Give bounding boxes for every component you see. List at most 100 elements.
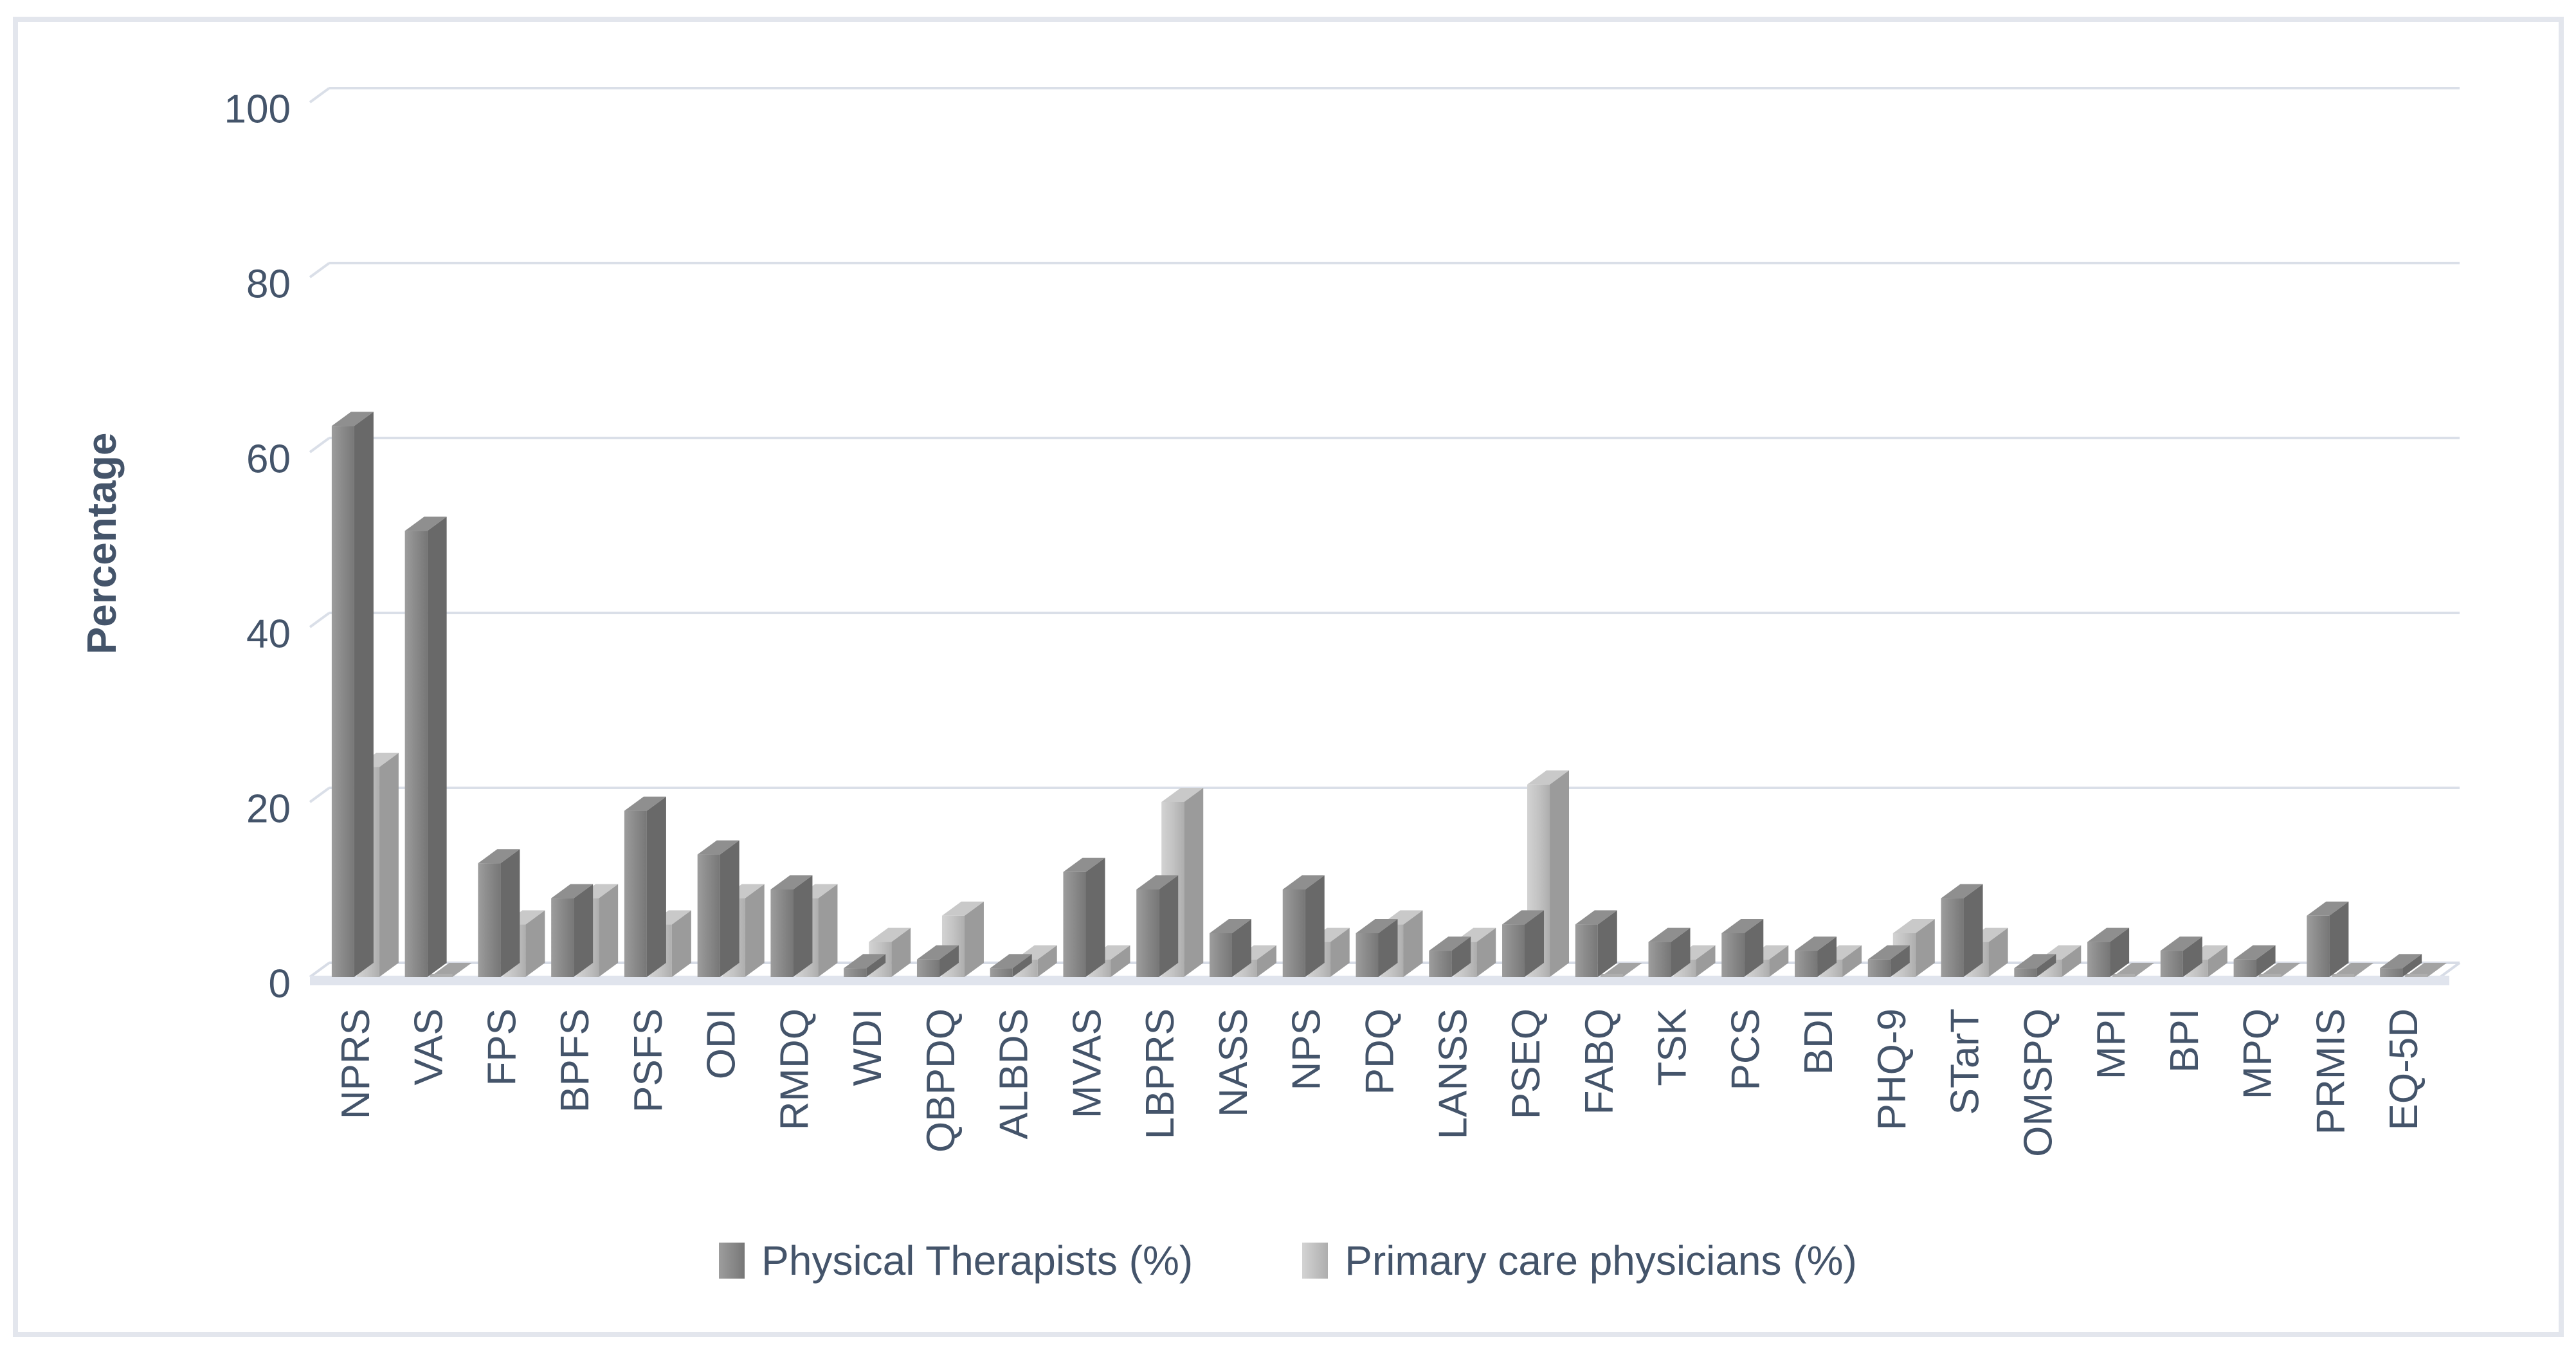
x-category-label-PSFS: PSFS <box>626 1008 671 1113</box>
bar-primary-care-physicians-OMSPQ-side-face <box>2062 945 2082 977</box>
bar-physical-therapists-FABQ-side-face <box>1597 910 1617 977</box>
bar-primary-care-physicians-EQ-5D <box>2405 974 2428 977</box>
bar-primary-care-physicians-LANSS-side-face <box>1476 927 1496 977</box>
bar-physical-therapists-TSK-top-face <box>1648 927 1691 942</box>
bar-primary-care-physicians-QBPDQ-side-face <box>964 901 984 977</box>
bar-physical-therapists-BDI <box>1795 951 1818 977</box>
bar-physical-therapists-PRMIS-top-face <box>2307 901 2349 916</box>
bar-physical-therapists-NASS-side-face <box>1231 919 1251 977</box>
bar-physical-therapists-MVAS-top-face <box>1063 857 1105 872</box>
bar-physical-therapists-TSK-side-face <box>1671 927 1691 977</box>
bar-physical-therapists-NPRS <box>331 426 354 977</box>
bar-physical-therapists-PSEQ-top-face <box>1502 910 1545 925</box>
bar-primary-care-physicians-WDI-top-face <box>869 927 911 942</box>
bar-primary-care-physicians-TSK-side-face <box>1696 945 1716 977</box>
x-category-label-NPRS: NPRS <box>334 1008 378 1119</box>
bar-physical-therapists-QBPDQ <box>916 959 939 977</box>
bar-physical-therapists-PHQ-9 <box>1867 959 1891 977</box>
bar-physical-therapists-EQ-5D-top-face <box>2380 954 2422 969</box>
bar-primary-care-physicians-BPI-side-face <box>2208 945 2227 977</box>
bar-physical-therapists-WDI <box>844 968 867 977</box>
x-category-label-RMDQ: RMDQ <box>772 1008 817 1130</box>
bar-physical-therapists-ALBDS-side-face <box>1012 954 1032 977</box>
bar-physical-therapists-PCS-side-face <box>1744 919 1764 977</box>
bar-physical-therapists-BPI <box>2160 951 2183 977</box>
x-category-label-NPS: NPS <box>1285 1008 1329 1090</box>
bar-primary-care-physicians-MPQ <box>2258 974 2281 977</box>
bar-physical-therapists-PSEQ <box>1502 924 1525 977</box>
bar-physical-therapists-BDI-top-face <box>1795 936 1837 951</box>
bar-primary-care-physicians-MPI-zero-wedge <box>2112 963 2155 977</box>
bar-physical-therapists-MPI-side-face <box>2110 927 2130 977</box>
bar-primary-care-physicians-NASS-side-face <box>1256 945 1276 977</box>
bar-primary-care-physicians-ALBDS-side-face <box>1037 945 1057 977</box>
x-category-label-ODI: ODI <box>700 1008 744 1079</box>
bar-primary-care-physicians-WDI-side-face <box>891 927 911 977</box>
x-category-label-STarT: STarT <box>1943 1008 1988 1115</box>
bar-physical-therapists-ODI-top-face <box>697 840 739 855</box>
floor-left-slant <box>309 962 331 978</box>
bar-physical-therapists-VAS <box>404 531 428 977</box>
bar-physical-therapists-NPS-side-face <box>1305 875 1325 977</box>
bar-physical-therapists-PSFS <box>624 810 647 977</box>
bar-physical-therapists-NPRS-side-face <box>354 412 374 977</box>
bar-physical-therapists-PDQ <box>1356 933 1379 977</box>
bar-physical-therapists-PSFS-top-face <box>624 796 666 811</box>
floor-front-band <box>310 976 2449 985</box>
bar-physical-therapists-PHQ-9-top-face <box>1867 945 1910 960</box>
bar-physical-therapists-QBPDQ-top-face <box>916 945 959 960</box>
bar-primary-care-physicians-EQ-5D-zero-wedge <box>2405 963 2447 977</box>
bar-physical-therapists-LANSS-side-face <box>1451 936 1471 977</box>
legend-swatch-physical-therapists <box>719 1243 745 1279</box>
bar-physical-therapists-MPQ-side-face <box>2256 945 2276 977</box>
bar-physical-therapists-FPS-side-face <box>500 849 520 977</box>
bar-primary-care-physicians-LBPRS-top-face <box>1161 788 1204 802</box>
gridlines <box>309 87 2460 803</box>
x-category-label-PHQ-9: PHQ-9 <box>1870 1008 1914 1130</box>
bar-physical-therapists-BPI-top-face <box>2160 936 2202 951</box>
bar-primary-care-physicians-PSEQ-side-face <box>1550 770 1570 977</box>
bar-primary-care-physicians-VAS-zero-wedge <box>430 963 472 977</box>
bar-physical-therapists-LBPRS-top-face <box>1136 875 1179 889</box>
gridline-slant-60 <box>309 437 331 453</box>
x-category-label-OMSPQ: OMSPQ <box>2016 1008 2060 1157</box>
bar-physical-therapists-FABQ-top-face <box>1575 910 1617 925</box>
bar-physical-therapists-LANSS <box>1429 951 1452 977</box>
bar-primary-care-physicians-LBPRS-side-face <box>1184 788 1204 977</box>
x-category-label-EQ-5D: EQ-5D <box>2382 1008 2426 1130</box>
bar-primary-care-physicians-NPS-side-face <box>1330 927 1350 977</box>
bar-primary-care-physicians-PHQ-9-side-face <box>1915 919 1935 977</box>
legend-label-primary-care-physicians: Primary care physicians (%) <box>1345 1237 1857 1284</box>
bar-physical-therapists-PHQ-9-side-face <box>1890 945 1910 977</box>
x-category-label-MVAS: MVAS <box>1065 1008 1109 1118</box>
bar-primary-care-physicians-BPFS-side-face <box>599 884 619 977</box>
bar-physical-therapists-FPS <box>478 863 501 977</box>
bar-physical-therapists-VAS-top-face <box>404 516 447 531</box>
bar-physical-therapists-PRMIS-side-face <box>2329 901 2349 977</box>
bar-physical-therapists-MVAS-side-face <box>1085 857 1105 977</box>
bar-primary-care-physicians-NPRS-side-face <box>379 753 399 977</box>
bar-physical-therapists-PRMIS <box>2307 915 2330 977</box>
bar-physical-therapists-NPS-top-face <box>1282 875 1325 889</box>
y-tick-labels: 0 20 40 60 80 100 <box>224 87 291 1006</box>
x-category-labels: NPRS VAS FPS BPFS PSFS ODI RMDQ WDI QBPDQ ALBDS MV… <box>334 1008 2426 1157</box>
bar-physical-therapists-WDI-top-face <box>844 954 886 969</box>
gridline-slant-40 <box>309 612 331 628</box>
x-category-label-PRMIS: PRMIS <box>2308 1008 2353 1135</box>
gridline-slant-20 <box>309 787 331 803</box>
y-tick-label-100: 100 <box>224 87 291 131</box>
bar-physical-therapists-ALBDS <box>990 968 1013 977</box>
bar-physical-therapists-NASS <box>1209 933 1232 977</box>
bar-physical-therapists-OMSPQ-side-face <box>2036 954 2056 977</box>
bar-physical-therapists-MPQ <box>2233 959 2256 977</box>
x-category-label-PDQ: PDQ <box>1358 1008 1402 1095</box>
bar-primary-care-physicians-FABQ <box>1600 974 1623 977</box>
bar-physical-therapists-BPFS-top-face <box>551 884 594 898</box>
bar-primary-care-physicians-QBPDQ-top-face <box>941 901 984 916</box>
x-category-label-FPS: FPS <box>480 1008 524 1086</box>
bar-physical-therapists-MPI <box>2087 942 2110 977</box>
bar-physical-therapists-NASS-top-face <box>1209 919 1251 933</box>
x-category-label-LBPRS: LBPRS <box>1138 1008 1183 1139</box>
legend-item-primary-care-physicians: Primary care physicians (%) <box>1302 1237 1857 1284</box>
